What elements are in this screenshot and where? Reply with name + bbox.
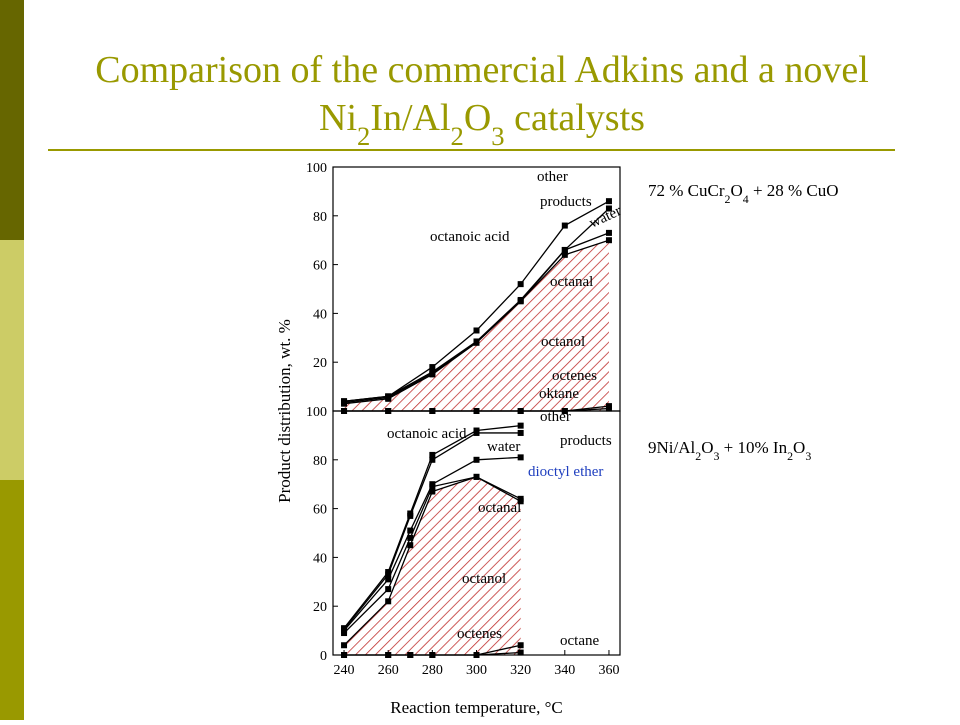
slide-title: Comparison of the commercial Adkins and …: [95, 49, 869, 91]
caption: 9Ni/Al2O3 + 10% In2O3: [648, 438, 811, 463]
marker: [385, 393, 392, 400]
marker: [429, 481, 436, 488]
marker: [517, 422, 524, 429]
marker: [341, 625, 348, 632]
marker: [385, 569, 392, 576]
hatched-area: [344, 476, 521, 655]
hatched-area: [344, 240, 609, 411]
annotation: octanol: [541, 334, 585, 350]
marker: [407, 534, 414, 541]
marker: [605, 229, 612, 236]
annotation: octanoic acid: [387, 426, 467, 442]
marker: [385, 576, 392, 583]
marker: [517, 281, 524, 288]
marker: [517, 495, 524, 502]
y-axis-label: Product distribution, wt. %: [275, 319, 294, 503]
y-tick-label: 60: [313, 503, 327, 518]
annotation: octanal: [550, 274, 593, 290]
marker: [517, 429, 524, 436]
annotation: octane: [560, 633, 599, 649]
slide-title: Ni2In/Al2O3 catalysts: [319, 97, 645, 151]
series-line: [343, 424, 521, 629]
marker: [429, 488, 436, 495]
marker: [407, 527, 414, 534]
marker: [473, 327, 480, 334]
marker: [561, 246, 568, 253]
annotation: octanal: [478, 500, 521, 516]
marker: [473, 473, 480, 480]
marker: [341, 398, 348, 405]
side-bar: [0, 0, 24, 240]
y-tick-label: 80: [313, 210, 327, 225]
y-tick-label: 60: [313, 259, 327, 274]
y-tick-label: 40: [313, 307, 327, 322]
x-tick-label: 260: [378, 663, 399, 678]
x-tick-label: 320: [510, 663, 531, 678]
x-tick-label: 340: [554, 663, 575, 678]
marker: [517, 296, 524, 303]
x-tick-label: 360: [598, 663, 619, 678]
marker: [517, 642, 524, 649]
y-tick-label: 0: [320, 649, 327, 664]
x-tick-label: 300: [466, 663, 487, 678]
y-tick-label: 100: [306, 161, 327, 176]
series-line: [343, 456, 521, 632]
side-bar: [0, 240, 24, 480]
annotation: products: [540, 194, 592, 210]
marker: [429, 364, 436, 371]
marker: [385, 598, 392, 605]
marker: [473, 427, 480, 434]
marker: [429, 456, 436, 463]
annotation: water: [487, 439, 520, 455]
annotation: octenes: [457, 626, 502, 642]
marker: [407, 510, 414, 517]
caption: 72 % CuCr2O4 + 28 % CuO: [648, 181, 839, 206]
y-tick-label: 20: [313, 600, 327, 615]
y-tick-label: 20: [313, 356, 327, 371]
marker: [605, 198, 612, 205]
annotation: oktane: [539, 386, 579, 402]
marker: [605, 205, 612, 212]
annotation: water: [587, 203, 624, 232]
marker: [605, 237, 612, 244]
annotation: dioctyl ether: [528, 464, 603, 480]
annotation: other: [540, 409, 571, 425]
series-line: [343, 476, 521, 634]
marker: [561, 251, 568, 258]
marker: [407, 542, 414, 549]
marker: [517, 454, 524, 461]
y-tick-label: 80: [313, 454, 327, 469]
annotation: octanoic acid: [430, 229, 510, 245]
x-tick-label: 240: [334, 663, 355, 678]
marker: [605, 405, 612, 412]
marker: [341, 642, 348, 649]
marker: [473, 456, 480, 463]
x-tick-label: 280: [422, 663, 443, 678]
marker: [429, 451, 436, 458]
annotation: products: [560, 433, 612, 449]
y-tick-label: 40: [313, 551, 327, 566]
side-bar: [0, 480, 24, 720]
marker: [429, 368, 436, 375]
x-axis-label: Reaction temperature, °C: [390, 698, 562, 717]
annotation: other: [537, 169, 568, 185]
annotation: octanol: [462, 571, 506, 587]
marker: [385, 586, 392, 593]
marker: [473, 338, 480, 345]
marker: [561, 222, 568, 229]
annotation: octenes: [552, 368, 597, 384]
y-tick-label: 100: [306, 405, 327, 420]
series-line: [343, 432, 521, 630]
